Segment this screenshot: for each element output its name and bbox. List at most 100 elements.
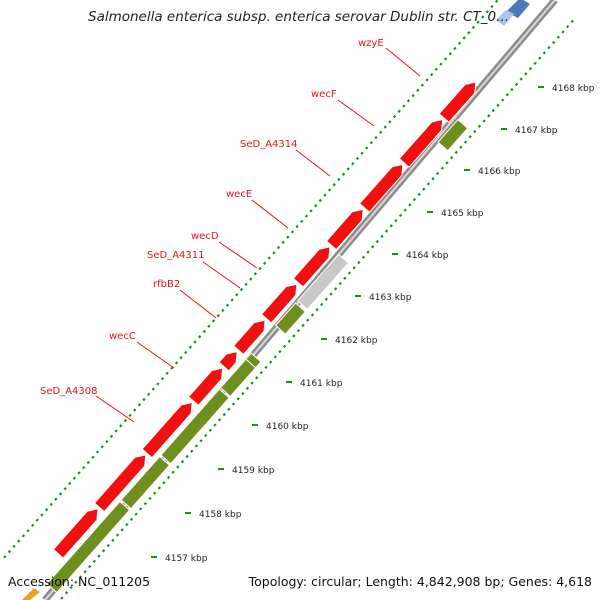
scale-label: 4162 kbp: [335, 336, 378, 346]
scale-tick: [487, 114, 491, 118]
scale-tick: [292, 334, 296, 338]
gene-label[interactable]: SeD_A4311: [147, 250, 205, 261]
forward-gene[interactable]: [274, 302, 307, 335]
forward-strand-genes[interactable]: [46, 118, 469, 594]
reverse-gene[interactable]: [438, 81, 477, 124]
scale-tick: [128, 413, 132, 417]
gene-label[interactable]: wecD: [191, 231, 219, 242]
forward-gene[interactable]: [437, 118, 469, 152]
scale-tick: [514, 82, 519, 86]
scale-tick: [453, 46, 457, 51]
scale-tick: [86, 460, 90, 465]
forward-gene[interactable]: [46, 500, 131, 594]
scale-tick: [111, 538, 115, 542]
scale-tick: [374, 135, 378, 140]
scale-tick: [445, 161, 449, 165]
gene-label[interactable]: wecF: [311, 89, 337, 100]
reverse-gene[interactable]: [292, 246, 331, 288]
scale-tick: [193, 340, 197, 344]
scale-tick: [416, 88, 420, 93]
reverse-gene[interactable]: [358, 163, 404, 213]
forward-gene[interactable]: [120, 455, 171, 510]
scale-tick: [250, 381, 254, 385]
scale-label: 4161 kbp: [300, 379, 343, 389]
scale-tick: [272, 251, 276, 255]
scale-tick: [54, 497, 58, 501]
reverse-gene[interactable]: [325, 208, 364, 251]
genome-title: Salmonella enterica subsp. enterica sero…: [88, 9, 509, 25]
scale-tick: [267, 256, 271, 260]
scale-tick: [473, 129, 477, 134]
scale-tick: [397, 109, 401, 113]
reverse-gene[interactable]: [260, 283, 298, 324]
topology-stats-text: Topology: circular; Length: 4,842,908 bp…: [248, 574, 592, 589]
scale-tick: [309, 209, 313, 213]
scale-tick: [35, 518, 39, 522]
scale-tick: [402, 104, 406, 108]
scale-tick: [315, 308, 319, 312]
scale-tick: [230, 298, 234, 302]
scale-tick: [500, 98, 505, 102]
reverse-gene[interactable]: [232, 319, 266, 356]
scale-tick: [357, 260, 361, 265]
reverse-gene[interactable]: [93, 454, 147, 513]
scale-tick: [388, 120, 392, 124]
scale-tick: [133, 408, 137, 412]
reverse-gene[interactable]: [141, 401, 193, 459]
scale-tick: [217, 418, 222, 422]
scale-tick: [213, 423, 217, 427]
scale-tick: [106, 543, 110, 548]
reverse-gene[interactable]: [218, 350, 238, 372]
scale-tick: [411, 93, 415, 98]
scale-tick: [417, 192, 421, 197]
scale-tick: [360, 151, 364, 155]
scale-tick: [449, 156, 454, 160]
reverse-gene[interactable]: [187, 367, 224, 407]
scale-tick: [63, 487, 67, 491]
forward-gene[interactable]: [245, 352, 262, 369]
label-leader-line: [136, 341, 175, 369]
gene-label[interactable]: SeD_A4314: [240, 139, 298, 150]
scale-tick: [295, 224, 299, 229]
scale-tick: [160, 376, 165, 381]
scale-tick: [538, 56, 542, 60]
scale-tick: [519, 77, 523, 81]
scale-tick: [262, 261, 267, 265]
scale-tick: [114, 429, 118, 433]
scale-tick: [552, 40, 556, 45]
scale-tick: [361, 255, 366, 259]
scale-tick: [430, 72, 434, 77]
forward-gene[interactable]: [160, 388, 230, 465]
gene-label[interactable]: wecC: [109, 331, 136, 342]
scale-tick: [542, 51, 547, 55]
reverse-gene[interactable]: [52, 508, 99, 559]
gene-label[interactable]: wzyE: [358, 38, 384, 49]
scale-tick: [139, 507, 143, 511]
gene-label[interactable]: wecE: [226, 189, 252, 200]
scale-tick: [64, 591, 69, 595]
scale-label: 4163 kbp: [369, 293, 412, 303]
scale-tick: [320, 302, 324, 307]
scale-tick: [490, 4, 494, 9]
scale-tick: [188, 345, 193, 349]
label-leader-line: [295, 149, 331, 177]
scale-tick: [198, 335, 202, 339]
scale-tick: [21, 534, 26, 538]
scale-tick: [239, 287, 244, 292]
reverse-gene[interactable]: [398, 118, 444, 168]
pseudogene[interactable]: [296, 253, 350, 311]
scale-tick: [78, 575, 83, 579]
gene-label[interactable]: SeD_A4308: [40, 386, 98, 397]
gene-labels: wzyE wecF SeD_A4314 wecE wecD SeD_A4311 rfbB2 w…: [40, 38, 421, 423]
edge-feature-bottom: [22, 588, 40, 600]
reverse-strand-genes[interactable]: [52, 81, 477, 559]
scale-tick: [184, 350, 188, 355]
scale-tick: [3, 555, 7, 559]
scale-tick: [412, 197, 417, 202]
scale-tick: [306, 318, 310, 322]
scale-tick: [343, 276, 347, 280]
scale-tick: [77, 471, 81, 475]
accession-text: Accession: NC_011205: [8, 574, 151, 589]
gene-label[interactable]: rfbB2: [153, 279, 180, 290]
